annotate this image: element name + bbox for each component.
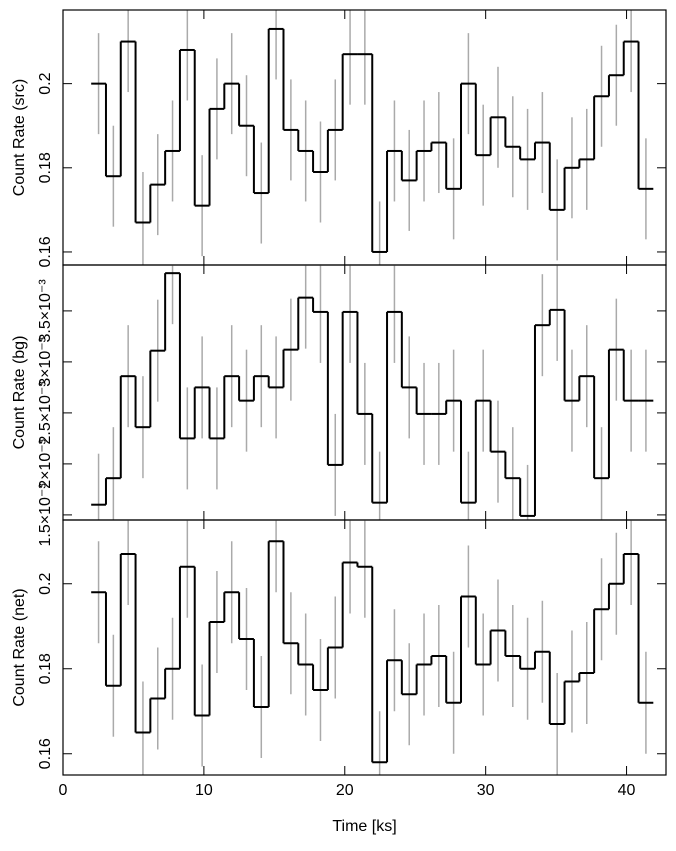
y-tick-label: 2.5×10⁻³ xyxy=(37,381,54,445)
x-tick-label: 0 xyxy=(59,782,68,799)
y-tick-label: 0.18 xyxy=(37,152,54,183)
panel-frame xyxy=(62,519,667,776)
x-tick-label: 30 xyxy=(477,782,495,799)
y-axis-title: Count Rate (src) xyxy=(11,79,28,196)
plot-area xyxy=(91,520,654,775)
plot-area xyxy=(91,265,654,520)
plot-area xyxy=(91,10,654,265)
y-tick-label: 0.2 xyxy=(37,72,54,94)
y-axis-title: Count Rate (bg) xyxy=(11,336,28,450)
y-tick-label: 0.2 xyxy=(37,573,54,595)
y-tick-label: 0.16 xyxy=(37,236,54,267)
x-axis-title: Time [ks] xyxy=(332,818,396,835)
x-tick-label: 10 xyxy=(195,782,213,799)
y-axis-title: Count Rate (net) xyxy=(11,588,28,706)
y-tick-label: 2×10⁻³ xyxy=(37,438,54,488)
x-tick-label: 40 xyxy=(618,782,636,799)
y-tick-label: 3×10⁻³ xyxy=(37,336,54,386)
x-tick-label: 20 xyxy=(336,782,354,799)
y-tick-label: 0.18 xyxy=(37,653,54,684)
y-tick-label: 3.5×10⁻³ xyxy=(37,279,54,343)
y-tick-label: 0.16 xyxy=(37,738,54,769)
y-tick-label: 1.5×10⁻³ xyxy=(37,483,54,547)
